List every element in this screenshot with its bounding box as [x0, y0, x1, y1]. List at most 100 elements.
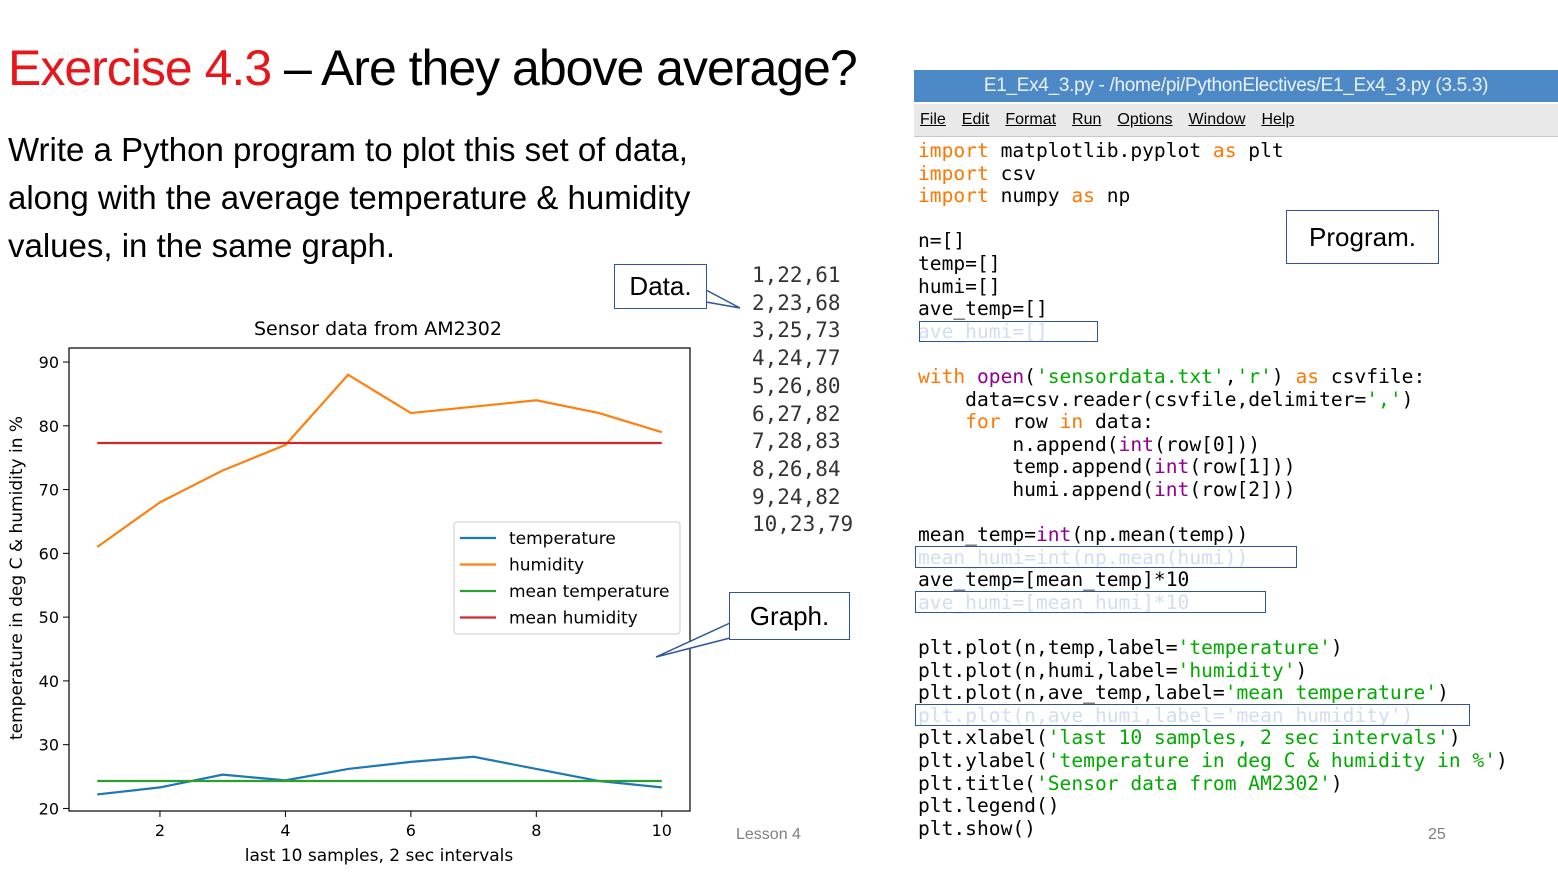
code-token: humi.append( [918, 477, 1154, 501]
data-file-line: 4,24,77 [752, 346, 841, 371]
chart-title: Sensor data from AM2302 [254, 318, 502, 340]
chart-x-axis-label: last 10 samples, 2 sec intervals [245, 846, 514, 866]
code-token: plt.plot(n,humi,label= [918, 658, 1178, 682]
code-token: plt.legend() [918, 794, 1060, 818]
code-token: csvfile: [1319, 364, 1426, 388]
code-line: mean_humi=int(np.mean(humi)) [918, 545, 1508, 570]
data-file-line: 1,22,61 [752, 263, 841, 287]
code-token: import [918, 184, 989, 208]
code-line: humi=[] [918, 274, 1508, 299]
code-token: mean_humi=int(np.mean(humi)) [918, 545, 1249, 569]
code-token: in [1059, 410, 1084, 434]
code-line: plt.legend() [918, 794, 1508, 818]
code-editor-text[interactable]: import matplotlib.pyplot as plt import cs… [918, 139, 1508, 840]
missing-line-box-ave-humi [919, 321, 1098, 342]
code-line: temp=[] [918, 252, 1508, 276]
chart-legend: temperature humidity mean temperature mean … [453, 521, 681, 635]
code-token: ) [1496, 749, 1508, 773]
menu-help[interactable]: Help [1261, 111, 1295, 128]
code-line: import matplotlib.pyplot as plt [918, 139, 1508, 163]
code-token: ) [1401, 387, 1414, 411]
code-token: plt.show() [918, 816, 1036, 840]
code-token [965, 365, 977, 388]
y-tick-label: 50 [39, 608, 59, 627]
code-line: for row in data: [918, 410, 1508, 434]
code-line: plt.ylabel('temperature in deg C & humid… [918, 749, 1508, 773]
code-token: humi=[] [918, 274, 1001, 298]
code-line: mean_temp=int(np.mean(temp)) [918, 523, 1508, 547]
code-token: ) [1330, 771, 1343, 795]
menu-run[interactable]: Run [1072, 111, 1102, 128]
code-token: plt.plot(n,ave_temp,label= [918, 681, 1225, 705]
code-token: ave_humi=[] [918, 319, 1048, 343]
y-tick-label: 20 [39, 799, 59, 818]
legend-box [453, 521, 681, 635]
menu-edit[interactable]: Edit [961, 111, 990, 128]
code-token: 'Sensor data from AM2302' [1035, 771, 1331, 795]
code-token: plt.plot(n,ave_humi,label='mean humidity… [918, 703, 1414, 727]
code-line: plt.plot(n,temp,label='temperature') [918, 636, 1508, 660]
data-file-listing: 1,22,61 2,23,68 3,25,73 4,24,77 5,26,80 6,27,… [752, 262, 853, 539]
code-token: 'sensordata.txt' [1035, 364, 1225, 388]
code-token: 'temperature in deg C & humidity in %' [1047, 749, 1497, 773]
data-file-line: 6,27,82 [752, 401, 841, 426]
code-token: import [918, 139, 989, 162]
code-token: with [918, 364, 966, 388]
code-token: n=[] [918, 229, 966, 253]
code-token: (row[2])) [1189, 477, 1296, 501]
chart-plot-area [96, 373, 663, 796]
code-line: plt.plot(n,humi,label='humidity') [918, 658, 1508, 683]
code-line: n.append(int(row[0])) [918, 432, 1508, 457]
y-tick-label: 80 [39, 417, 59, 436]
code-token: 'temperature' [1177, 636, 1331, 660]
code-line: ave_humi=[] [918, 319, 1508, 344]
code-token: data: [1083, 410, 1154, 434]
idle-menubar: File Edit Format Run Options Window Help [914, 104, 1558, 137]
y-tick-label: 90 [39, 353, 59, 372]
y-tick-label: 30 [39, 736, 59, 755]
code-line: plt.plot(n,ave_temp,label='mean temperat… [918, 681, 1508, 705]
missing-line-box-ave-humi-list [915, 591, 1266, 613]
code-token: as [1212, 139, 1237, 162]
menu-format[interactable]: Format [1005, 111, 1057, 128]
menu-file[interactable]: File [920, 111, 946, 128]
data-file-line: 9,24,82 [752, 484, 841, 509]
code-token: 'humidity' [1177, 658, 1296, 682]
x-tick-label: 6 [406, 821, 416, 840]
code-token: int [1035, 523, 1072, 547]
chart-axis-ticks: 2 4 6 8 10 20 30 40 50 60 70 80 90 [39, 353, 672, 840]
graph-callout: Graph. [729, 592, 850, 640]
menu-window[interactable]: Window [1188, 111, 1246, 128]
code-token: ) [1448, 726, 1461, 750]
code-line: data=csv.reader(csvfile,delimiter=',') [918, 387, 1508, 412]
code-token: n.append( [918, 432, 1119, 456]
intro-line-3: values, in the same graph. [8, 227, 396, 264]
code-line: ave_humi=[mean_humi]*10 [918, 591, 1508, 615]
code-line: import numpy as np [918, 184, 1508, 208]
code-token: 'last 10 samples, 2 sec intervals' [1047, 726, 1449, 750]
y-tick-label: 60 [39, 544, 59, 563]
code-token: plt.plot(n,temp,label= [918, 636, 1178, 660]
code-token: (np.mean(temp)) [1071, 523, 1249, 547]
missing-line-box-mean-humi [915, 546, 1297, 568]
intro-line-1: Write a Python program to plot this set … [8, 131, 688, 168]
code-token: ) [1437, 681, 1449, 705]
code-token: ) [1295, 658, 1308, 682]
data-file-line: 2,23,68 [752, 290, 841, 315]
code-token: row [1000, 410, 1060, 434]
code-token: ',' [1366, 387, 1402, 411]
code-line: ave_temp=[mean_temp]*10 [918, 568, 1508, 592]
data-file-line: 7,28,83 [752, 429, 841, 454]
code-token: int [1153, 455, 1190, 479]
code-line [918, 343, 1508, 366]
code-token: numpy [988, 184, 1072, 208]
code-token: as [1071, 184, 1095, 208]
exercise-question: – Are they above average? [271, 40, 858, 96]
menu-options[interactable]: Options [1117, 111, 1173, 128]
code-line: import csv [918, 162, 1508, 186]
code-line: plt.xlabel('last 10 samples, 2 sec inter… [918, 727, 1508, 750]
code-token: ave_temp=[mean_temp]*10 [918, 568, 1190, 592]
series-line-humidity [96, 373, 663, 548]
y-tick-label: 70 [39, 481, 59, 500]
idle-window-titlebar[interactable]: E1_Ex4_3.py - /home/pi/PythonElectives/E… [914, 70, 1558, 102]
